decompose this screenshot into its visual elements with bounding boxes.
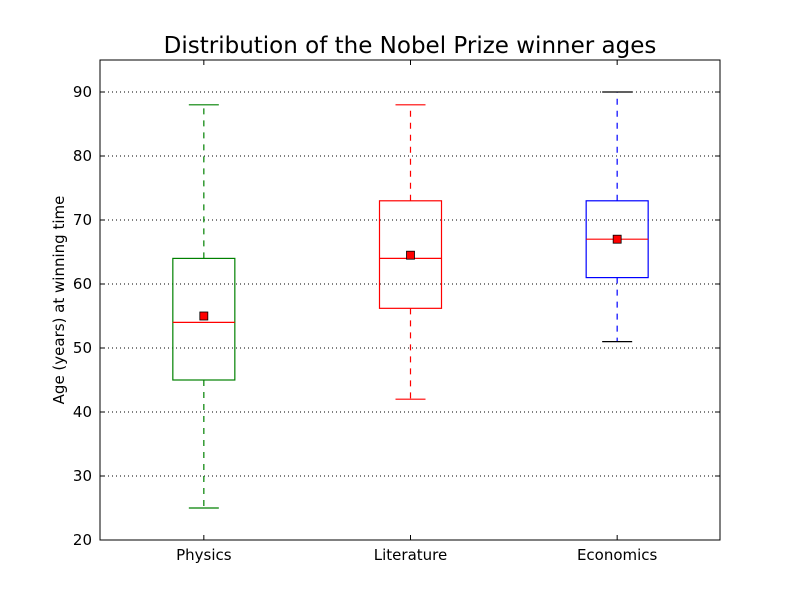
y-axis-label: Age (years) at winning time	[50, 196, 68, 405]
y-tick-label: 20	[73, 531, 92, 549]
y-tick-label: 80	[73, 147, 92, 165]
boxes-layer	[172, 91, 649, 509]
y-tick-label: 60	[73, 275, 92, 293]
mean-marker	[199, 311, 209, 321]
mean-marker	[612, 234, 622, 244]
mean-marker	[406, 250, 415, 260]
y-tick-label: 30	[73, 467, 92, 485]
y-tick-label: 40	[73, 403, 92, 421]
x-tick-label: Physics	[176, 546, 232, 564]
chart-title: Distribution of the Nobel Prize winner a…	[164, 33, 657, 59]
box-physics	[172, 104, 236, 509]
x-tick-label: Literature	[374, 546, 447, 564]
ticks-layer: 20 30 40 50 60 70 80 90 Physics Literature Economi…	[73, 60, 720, 564]
box-literature	[378, 104, 443, 400]
y-tick-label: 50	[73, 339, 92, 357]
y-tick-label: 70	[73, 211, 92, 229]
box-economics	[585, 91, 649, 343]
plot-area-frame	[99, 59, 721, 541]
iqr-box	[378, 200, 443, 309]
x-tick-label: Economics	[577, 546, 658, 564]
iqr-box	[172, 257, 236, 381]
y-tick-label: 90	[73, 83, 92, 101]
